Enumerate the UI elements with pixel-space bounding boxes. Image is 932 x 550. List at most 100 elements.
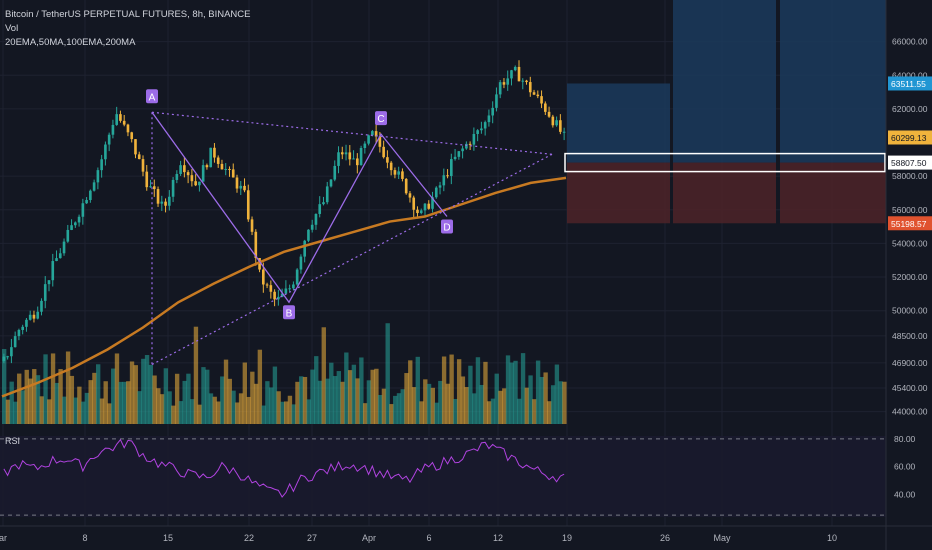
candle-body bbox=[551, 116, 555, 126]
candle-body bbox=[89, 190, 92, 201]
volume-bar bbox=[257, 349, 263, 424]
candle-body bbox=[303, 240, 306, 257]
volume-bar bbox=[32, 369, 37, 424]
volume-bar bbox=[532, 399, 537, 424]
candle-body bbox=[559, 120, 562, 132]
volume-bar bbox=[250, 371, 255, 424]
volume-bar bbox=[423, 379, 428, 424]
volume-bar bbox=[520, 353, 526, 424]
ema-legend: 20EMA,50MA,100EMA,200MA bbox=[5, 37, 136, 48]
volume-bar bbox=[554, 364, 560, 424]
y-tick-label: 62000.00 bbox=[892, 104, 928, 114]
candle-body bbox=[562, 131, 566, 133]
candle-body bbox=[547, 111, 551, 117]
volume-bar bbox=[539, 376, 545, 424]
candle-body bbox=[544, 103, 547, 112]
candle-body bbox=[483, 122, 487, 129]
volume-bar bbox=[400, 389, 405, 424]
volume-bar bbox=[393, 395, 398, 424]
volume-bar bbox=[152, 375, 157, 424]
candle-body bbox=[36, 311, 40, 319]
volume-bar bbox=[118, 381, 123, 424]
candle-body bbox=[6, 356, 9, 358]
candle-body bbox=[134, 139, 137, 155]
volume-bar bbox=[47, 399, 52, 424]
volume-bar bbox=[39, 396, 44, 424]
volume-bar bbox=[208, 393, 214, 424]
x-tick-label: 8 bbox=[82, 533, 87, 543]
candle-body bbox=[141, 159, 145, 172]
pattern-marker bbox=[375, 111, 387, 126]
candle-body bbox=[231, 169, 235, 178]
volume-bar bbox=[408, 360, 413, 424]
x-tick-label: 19 bbox=[562, 533, 572, 543]
candle-body bbox=[235, 177, 239, 189]
candle-body bbox=[495, 94, 498, 108]
candles bbox=[2, 60, 566, 364]
price-tag-label-target: 63511.55 bbox=[891, 79, 926, 89]
candle-body bbox=[10, 347, 13, 357]
candle-body bbox=[156, 189, 160, 204]
candle-body bbox=[307, 229, 310, 241]
candle-body bbox=[532, 92, 536, 95]
volume-bar bbox=[220, 376, 225, 424]
volume-bar bbox=[272, 366, 278, 424]
volume-bar bbox=[340, 381, 345, 424]
volume-bar bbox=[302, 376, 308, 424]
rsi-tick-label: 60.00 bbox=[894, 462, 916, 472]
candle-body bbox=[145, 171, 149, 188]
price-tag-last bbox=[888, 130, 932, 145]
volume-bar bbox=[43, 354, 48, 424]
volume-bar bbox=[92, 372, 97, 424]
candle-body bbox=[104, 144, 107, 160]
volume-bar bbox=[438, 380, 443, 424]
candle-body bbox=[175, 173, 179, 180]
y-tick-label: 64000.00 bbox=[892, 70, 928, 80]
candle-body bbox=[205, 165, 209, 168]
volume-bar bbox=[509, 362, 514, 424]
candle-body bbox=[277, 296, 280, 300]
y-tick-label: 50000.00 bbox=[892, 306, 928, 316]
candle-body bbox=[487, 115, 491, 123]
volume-bar bbox=[227, 378, 232, 424]
candle-body bbox=[521, 80, 525, 82]
volume-bar bbox=[453, 399, 458, 424]
volume-bar bbox=[193, 326, 199, 424]
volume-bar bbox=[62, 396, 67, 424]
candle-body bbox=[28, 314, 32, 320]
volume-bar bbox=[174, 373, 180, 424]
volume-bar bbox=[163, 368, 169, 424]
candle-body bbox=[423, 203, 427, 211]
candle-body bbox=[404, 178, 408, 194]
candle-body bbox=[13, 336, 17, 348]
x-tick-label: 22 bbox=[244, 533, 254, 543]
pattern-marker bbox=[146, 89, 158, 104]
volume-bar bbox=[332, 376, 338, 424]
volume-bar bbox=[107, 403, 112, 424]
volume-bar bbox=[253, 383, 259, 424]
candle-body bbox=[55, 258, 58, 262]
price-tag-label-stop: 55198.57 bbox=[891, 219, 927, 229]
candle-body bbox=[359, 147, 363, 166]
candle-body bbox=[137, 154, 141, 160]
volume-bar bbox=[284, 401, 289, 424]
volume-bar bbox=[88, 380, 93, 424]
volume-bar bbox=[212, 396, 217, 424]
candle-body bbox=[472, 133, 476, 145]
pattern-label-C: C bbox=[377, 114, 384, 125]
volume-bar bbox=[129, 361, 135, 424]
candle-body bbox=[96, 170, 100, 183]
pattern-label-D: D bbox=[443, 223, 450, 234]
volume-bar bbox=[306, 399, 311, 424]
volume-legend: Vol bbox=[5, 23, 19, 34]
candle-body bbox=[224, 168, 228, 170]
y-tick-label: 66000.00 bbox=[892, 37, 928, 47]
candle-body bbox=[250, 219, 254, 232]
volume-bar bbox=[238, 393, 244, 424]
candle-body bbox=[51, 261, 55, 281]
chart-title: Bitcoin / TetherUS PERPETUAL FUTURES, 8h… bbox=[5, 9, 251, 20]
candle-body bbox=[540, 96, 543, 104]
candle-body bbox=[299, 256, 303, 270]
candle-body bbox=[284, 288, 288, 294]
